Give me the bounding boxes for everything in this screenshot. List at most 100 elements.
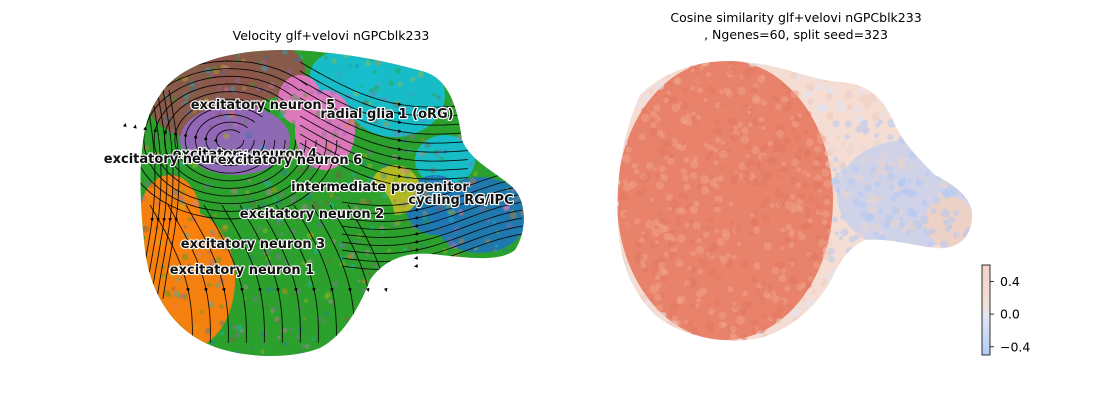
cosine-cell-point (928, 329, 935, 336)
cell-point (224, 87, 229, 92)
cosine-cell-point (843, 66, 848, 71)
cosine-cell-point (783, 137, 792, 145)
cell-point (371, 342, 376, 347)
cosine-cell-point (954, 288, 962, 297)
cell-point (350, 352, 354, 356)
cosine-cell-point (613, 97, 617, 101)
cell-point (471, 266, 478, 272)
cosine-cell-point (797, 146, 805, 154)
cosine-cell-point (900, 176, 908, 184)
cosine-cell-point (708, 307, 716, 315)
cosine-cell-point (815, 203, 821, 208)
cosine-cell-point (941, 235, 948, 242)
cosine-cell-point (964, 67, 972, 74)
cosine-cell-point (877, 339, 883, 341)
cell-point (219, 219, 223, 223)
cell-point (417, 71, 425, 78)
cosine-cell-point (925, 156, 930, 162)
cell-point (367, 272, 373, 277)
cosine-cell-point (658, 262, 666, 269)
cosine-cell-point (959, 181, 968, 190)
cluster-label-intermediate-progenitor: intermediate progenitor (291, 180, 469, 195)
cosine-cell-point (750, 276, 758, 284)
cosine-cell-point (752, 226, 761, 234)
cell-point (240, 109, 247, 115)
cell-point (402, 267, 408, 272)
cosine-cell-point (697, 257, 704, 264)
cell-point (501, 121, 507, 127)
cosine-cell-point (699, 65, 704, 70)
cosine-cell-point (643, 173, 651, 182)
velocity-streamline (143, 75, 317, 205)
cell-point (368, 55, 376, 62)
cosine-cell-point (881, 330, 890, 338)
cosine-cell-point (824, 150, 831, 157)
velocity-streamline (156, 89, 174, 300)
cell-point (367, 163, 373, 169)
cosine-cell-point (940, 240, 949, 249)
cosine-cell-point (760, 74, 766, 79)
cell-point (311, 337, 315, 342)
cosine-cell-point (617, 251, 625, 261)
cell-point (403, 106, 408, 111)
cell-point (151, 303, 156, 308)
cosine-cell-point (944, 333, 949, 338)
velocity-streamline (299, 106, 469, 153)
cell-point (488, 163, 494, 170)
cell-point (377, 82, 381, 86)
velocity-streamline (341, 177, 523, 214)
cosine-cell-point (918, 174, 925, 181)
cosine-cell-point (727, 61, 736, 68)
cell-point (387, 248, 392, 253)
cosine-cell-point (835, 189, 841, 194)
cluster-label-excitatory-neuron-7: excitatory neuron 7 (104, 152, 248, 167)
cosine-cell-point (662, 70, 671, 79)
cell-point (317, 222, 323, 227)
cosine-cell-point (821, 168, 830, 177)
cosine-cell-point (663, 251, 670, 258)
cosine-cell-point (658, 331, 667, 340)
cosine-cell-point (695, 245, 705, 255)
cell-point (304, 352, 308, 356)
cell-point (266, 247, 273, 254)
cell-point (493, 310, 498, 315)
cell-point (485, 130, 491, 135)
cosine-cell-point (797, 316, 805, 324)
cell-point (481, 251, 488, 258)
cosine-cell-point (719, 150, 728, 159)
cosine-cell-point (767, 140, 774, 147)
cell-point (381, 193, 387, 199)
cosine-cell-point (885, 214, 894, 223)
cosine-cell-point (688, 219, 694, 225)
cell-point (401, 277, 407, 283)
streamline-arrowhead (163, 129, 167, 134)
cosine-cell-point (947, 80, 954, 88)
cosine-cell-point (617, 290, 627, 300)
cosine-cell-point (806, 82, 815, 92)
cell-point (449, 321, 455, 326)
streamline-arrowhead (398, 120, 402, 124)
cell-point (210, 230, 216, 236)
cosine-cell-point (684, 205, 690, 211)
cell-point (517, 53, 522, 58)
cell-point (357, 316, 361, 320)
cosine-cell-point (877, 119, 884, 125)
cell-point (362, 329, 368, 335)
cosine-cell-point (782, 193, 789, 200)
cosine-cell-point (797, 205, 805, 213)
cosine-cell-point (622, 179, 628, 185)
cell-point (270, 165, 278, 173)
cell-point (503, 289, 507, 293)
cell-point (207, 267, 211, 271)
cell-point (396, 231, 401, 236)
cosine-cell-point (648, 319, 657, 328)
cosine-cell-point (808, 332, 818, 341)
cosine-cell-point (903, 345, 908, 350)
cell-point (343, 338, 349, 344)
cell-point (409, 133, 416, 140)
cell-point (178, 161, 184, 167)
cosine-cell-point (620, 301, 628, 309)
cosine-cell-point (817, 189, 822, 194)
cosine-cell-point (838, 259, 848, 268)
cosine-title-line1: Cosine similarity glf+velovi nGPCblk233 (670, 10, 921, 25)
